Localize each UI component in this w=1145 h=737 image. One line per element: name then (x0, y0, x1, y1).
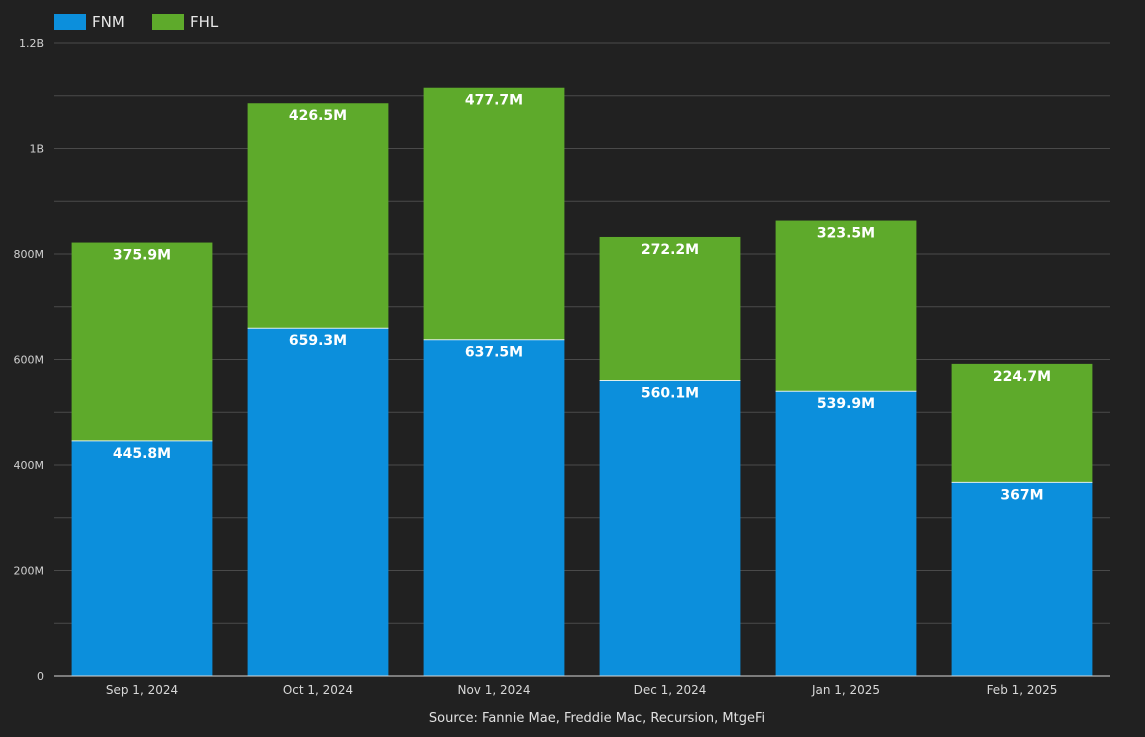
data-label-fhl: 426.5M (289, 108, 347, 124)
x-tick-label: Dec 1, 2024 (634, 683, 707, 697)
legend: FNM FHL (54, 13, 219, 31)
source-note: Source: Fannie Mae, Freddie Mac, Recursi… (429, 711, 765, 726)
bar-fhl (247, 103, 389, 329)
y-tick-label: 0 (37, 670, 44, 683)
y-tick-label: 800M (14, 248, 45, 261)
legend-label-fhl: FHL (190, 13, 219, 31)
bar-fhl (951, 363, 1093, 483)
legend-label-fnm: FNM (92, 13, 125, 31)
x-tick-label: Oct 1, 2024 (283, 683, 353, 697)
data-label-fhl: 323.5M (817, 226, 875, 242)
data-label-fhl: 272.2M (641, 242, 699, 258)
data-label-fnm: 445.8M (113, 446, 171, 462)
bar-fnm (775, 391, 917, 676)
data-label-fnm: 560.1M (641, 386, 699, 402)
gridlines (54, 42, 1110, 624)
legend-swatch-fnm (54, 14, 86, 30)
data-label-fnm: 539.9M (817, 396, 875, 412)
data-label-fhl: 477.7M (465, 93, 523, 109)
bar-fhl (71, 242, 213, 441)
data-label-fnm: 367M (1000, 487, 1043, 503)
bar-fhl (775, 220, 917, 392)
x-tick-label: Feb 1, 2025 (987, 683, 1058, 697)
data-label-fhl: 375.9M (113, 248, 171, 264)
y-tick-label: 1.2B (19, 37, 44, 50)
x-tick-label: Jan 1, 2025 (811, 683, 880, 697)
bar-fnm (599, 380, 741, 676)
y-tick-label: 600M (14, 354, 45, 367)
data-label-fhl: 224.7M (993, 369, 1051, 385)
y-tick-label: 1B (29, 143, 44, 156)
x-axis-ticks: Sep 1, 2024 Oct 1, 2024 Nov 1, 2024 Dec 1, … (106, 683, 1058, 697)
bar-fnm (247, 328, 389, 676)
bar-fnm (423, 339, 565, 676)
y-tick-label: 200M (14, 565, 45, 578)
bar-fnm (71, 440, 213, 676)
data-label-fnm: 637.5M (465, 345, 523, 361)
bar-fhl (423, 87, 565, 340)
y-tick-label: 400M (14, 459, 45, 472)
bars (71, 87, 1093, 676)
x-tick-label: Nov 1, 2024 (457, 683, 530, 697)
legend-swatch-fhl (152, 14, 184, 30)
bar-labels: 445.8M 375.9M 659.3M 426.5M 637.5M 477.7M 560.… (113, 93, 1051, 504)
y-axis-ticks: 0 200M 400M 600M 800M 1B 1.2B (14, 37, 45, 683)
data-label-fnm: 659.3M (289, 333, 347, 349)
bar-fnm (951, 482, 1093, 676)
x-tick-label: Sep 1, 2024 (106, 683, 178, 697)
bar-fhl (599, 236, 741, 381)
